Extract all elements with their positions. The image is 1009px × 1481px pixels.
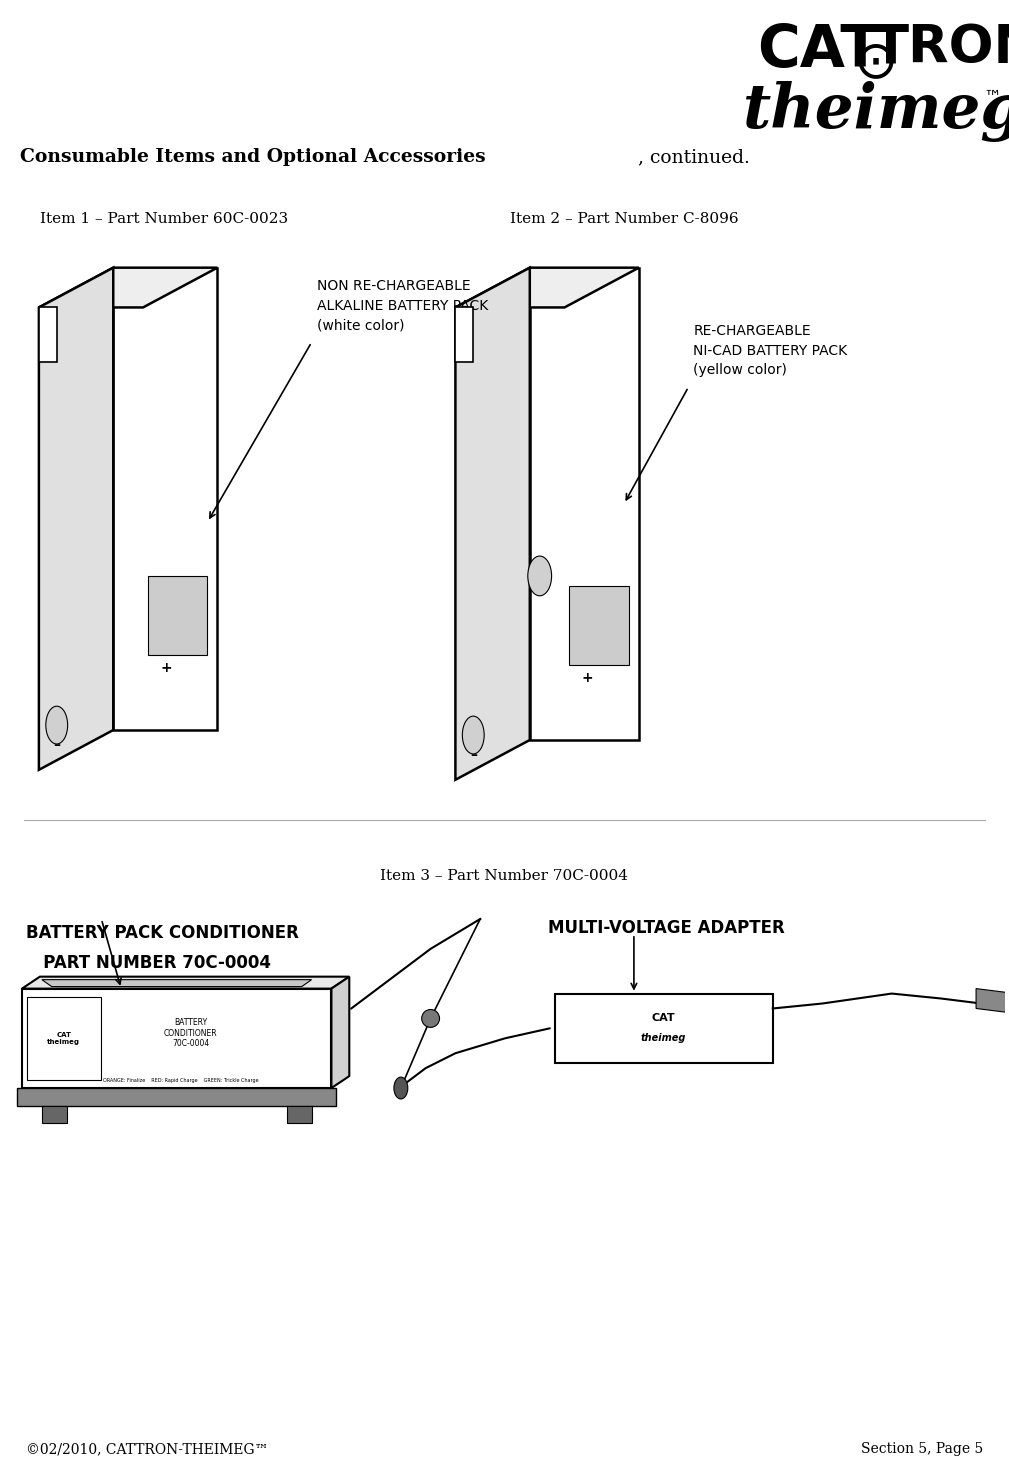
Polygon shape: [976, 989, 1009, 1013]
Ellipse shape: [394, 1077, 408, 1099]
Polygon shape: [148, 576, 208, 656]
Text: ⊙: ⊙: [854, 36, 898, 89]
Text: +: +: [160, 662, 172, 675]
Text: CAT: CAT: [757, 22, 880, 78]
Text: , continued.: , continued.: [638, 148, 750, 166]
Polygon shape: [331, 976, 349, 1089]
Text: NON RE-CHARGEABLE
ALKALINE BATTERY PACK
(white color): NON RE-CHARGEABLE ALKALINE BATTERY PACK …: [317, 280, 487, 332]
Text: ©02/2010, CATTRON-THEIMEG™: ©02/2010, CATTRON-THEIMEG™: [26, 1442, 268, 1456]
Text: –: –: [470, 748, 477, 761]
Text: TRON: TRON: [873, 22, 1009, 74]
Text: Item 2 – Part Number C-8096: Item 2 – Part Number C-8096: [510, 212, 739, 225]
Polygon shape: [113, 268, 217, 730]
Polygon shape: [27, 997, 101, 1080]
Polygon shape: [22, 976, 349, 989]
Polygon shape: [41, 1106, 67, 1123]
Text: ™: ™: [984, 89, 1002, 107]
Text: CAT: CAT: [652, 1013, 675, 1023]
Text: ORANGE: Finalize    RED: Rapid Charge    GREEN: Trickle Charge: ORANGE: Finalize RED: Rapid Charge GREEN…: [103, 1078, 258, 1083]
Polygon shape: [39, 268, 217, 308]
Polygon shape: [39, 268, 113, 770]
Text: Section 5, Page 5: Section 5, Page 5: [861, 1442, 983, 1456]
Text: CAT
theimeg: CAT theimeg: [47, 1032, 80, 1044]
Polygon shape: [39, 308, 57, 363]
Polygon shape: [530, 268, 639, 740]
Text: Item 3 – Part Number 70C-0004: Item 3 – Part Number 70C-0004: [380, 869, 628, 883]
Polygon shape: [17, 1089, 336, 1106]
Ellipse shape: [45, 706, 68, 743]
Text: theimeg: theimeg: [641, 1034, 686, 1043]
Polygon shape: [287, 1106, 312, 1123]
Text: MULTI-VOLTAGE ADAPTER: MULTI-VOLTAGE ADAPTER: [548, 920, 784, 937]
Polygon shape: [41, 979, 312, 986]
Text: –: –: [53, 738, 61, 752]
Polygon shape: [455, 268, 530, 780]
Text: theimeg: theimeg: [742, 81, 1009, 142]
Ellipse shape: [462, 717, 484, 754]
Polygon shape: [455, 308, 473, 363]
Polygon shape: [555, 994, 773, 1063]
Polygon shape: [569, 586, 629, 665]
Ellipse shape: [528, 555, 552, 595]
Text: Consumable Items and Optional Accessories: Consumable Items and Optional Accessorie…: [20, 148, 485, 166]
Text: RE-CHARGEABLE
NI-CAD BATTERY PACK
(yellow color): RE-CHARGEABLE NI-CAD BATTERY PACK (yello…: [693, 324, 848, 378]
Text: Item 1 – Part Number 60C-0023: Item 1 – Part Number 60C-0023: [40, 212, 289, 225]
Text: PART NUMBER 70C-0004: PART NUMBER 70C-0004: [26, 954, 271, 972]
Text: BATTERY PACK CONDITIONER: BATTERY PACK CONDITIONER: [26, 924, 299, 942]
Text: BATTERY
CONDITIONER
70C-0004: BATTERY CONDITIONER 70C-0004: [163, 1019, 217, 1049]
Polygon shape: [22, 989, 331, 1089]
Ellipse shape: [422, 1010, 440, 1028]
Polygon shape: [455, 268, 639, 308]
Text: +: +: [581, 671, 593, 686]
